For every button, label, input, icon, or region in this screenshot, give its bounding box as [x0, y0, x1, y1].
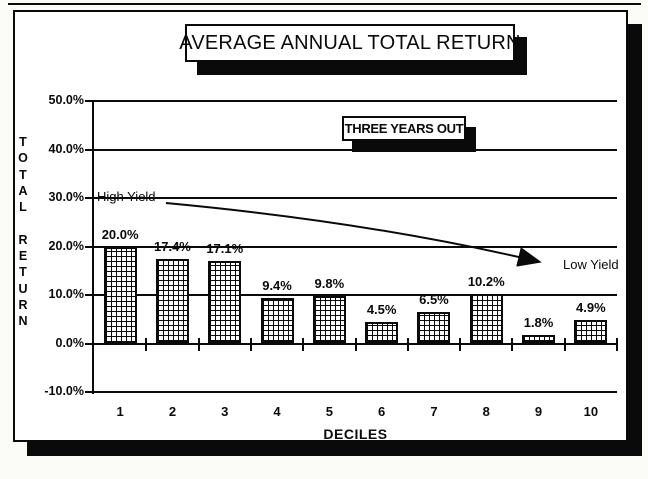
y-axis-tick — [85, 294, 94, 296]
bar-value-label: 4.9% — [576, 299, 606, 315]
y-tick-label: 50.0% — [48, 93, 84, 107]
gridline — [94, 294, 617, 296]
y-axis-title-letter: T — [19, 167, 27, 182]
x-tick-label: 7 — [430, 404, 438, 419]
y-axis-title-letter: A — [18, 183, 28, 198]
bar-value-label: 1.8% — [523, 314, 554, 330]
bar-decile-5 — [312, 295, 346, 344]
gridline — [94, 197, 617, 199]
y-tick-label: 10.0% — [48, 287, 84, 301]
x-tick-label: 1 — [116, 404, 124, 419]
gridline — [94, 100, 617, 102]
x-tick-label: 4 — [273, 404, 281, 419]
y-axis-tick — [85, 342, 94, 345]
category-tick — [511, 338, 514, 351]
category-tick — [406, 338, 409, 351]
bar-value-label: 17.4% — [154, 239, 191, 255]
bar-decile-8 — [469, 294, 503, 344]
y-axis-tick — [85, 100, 94, 102]
chart-title-box: AVERAGE ANNUAL TOTAL RETURN — [179, 24, 521, 62]
y-axis-title-letter: T — [19, 265, 27, 280]
gridline — [94, 391, 617, 393]
y-axis-title-letter: U — [18, 281, 28, 296]
bar-value-label: 20.0% — [101, 226, 139, 242]
category-tick — [302, 338, 305, 351]
x-tick-label: 8 — [482, 404, 490, 419]
y-axis-tick — [85, 245, 94, 248]
x-tick-label: 10 — [583, 404, 599, 419]
bar-decile-10 — [574, 319, 608, 344]
x-tick-label: 3 — [221, 404, 229, 419]
category-tick — [616, 338, 618, 351]
category-tick — [197, 338, 200, 351]
bar-decile-7 — [417, 311, 451, 344]
y-axis-tick — [85, 197, 94, 199]
bar-value-label: 9.4% — [262, 277, 292, 293]
y-axis-title-letter: R — [18, 297, 28, 312]
y-tick-label: -10.0% — [44, 384, 84, 398]
bar-value-label: 6.5% — [419, 291, 449, 307]
y-axis-title-letter: L — [19, 200, 27, 215]
y-tick-label: 0.0% — [55, 335, 85, 350]
bar-value-label: 9.8% — [314, 275, 345, 291]
page-top-rule — [8, 3, 641, 5]
y-axis-line — [92, 100, 94, 394]
category-tick — [145, 338, 148, 351]
bar-decile-2 — [155, 259, 189, 344]
subtitle-badge: THREE YEARS OUT — [342, 116, 466, 141]
bar-value-label: 10.2% — [467, 274, 505, 290]
bar-decile-3 — [208, 260, 242, 344]
y-tick-label: 20.0% — [48, 238, 84, 253]
x-tick-label: 2 — [168, 404, 177, 419]
bar-decile-4 — [260, 297, 294, 344]
category-tick — [563, 338, 566, 351]
subtitle-text: THREE YEARS OUT — [344, 121, 464, 136]
annotation-low-yield: Low Yield — [563, 257, 619, 272]
y-axis-title-letter: O — [18, 151, 28, 166]
y-axis-tick — [85, 391, 94, 393]
y-tick-label: 30.0% — [48, 190, 84, 204]
y-axis-title-letter: T — [19, 135, 27, 149]
y-axis-title-letter: R — [18, 232, 28, 247]
category-tick — [249, 338, 252, 351]
x-axis-title: DECILES — [323, 426, 388, 442]
x-tick-label: 6 — [378, 404, 386, 419]
y-axis-title-letter: E — [18, 249, 28, 264]
x-tick-label: 9 — [534, 404, 543, 419]
bar-decile-1 — [103, 246, 137, 344]
annotation-high-yield: High Yield — [97, 189, 156, 204]
bar-decile-6 — [365, 321, 399, 344]
category-tick — [459, 338, 462, 351]
bar-value-label: 17.1% — [206, 240, 244, 256]
gridline — [94, 148, 617, 151]
bar-value-label: 4.5% — [366, 301, 397, 317]
x-tick-label: 5 — [325, 404, 333, 419]
y-axis-title-letter — [14, 215, 32, 231]
y-axis-title-letter: N — [18, 314, 28, 329]
y-tick-label: 40.0% — [48, 141, 84, 156]
bar-decile-9 — [522, 334, 556, 344]
chart-title: AVERAGE ANNUAL TOTAL RETURN — [179, 31, 521, 54]
y-axis-tick — [85, 148, 94, 151]
category-tick — [354, 338, 357, 351]
